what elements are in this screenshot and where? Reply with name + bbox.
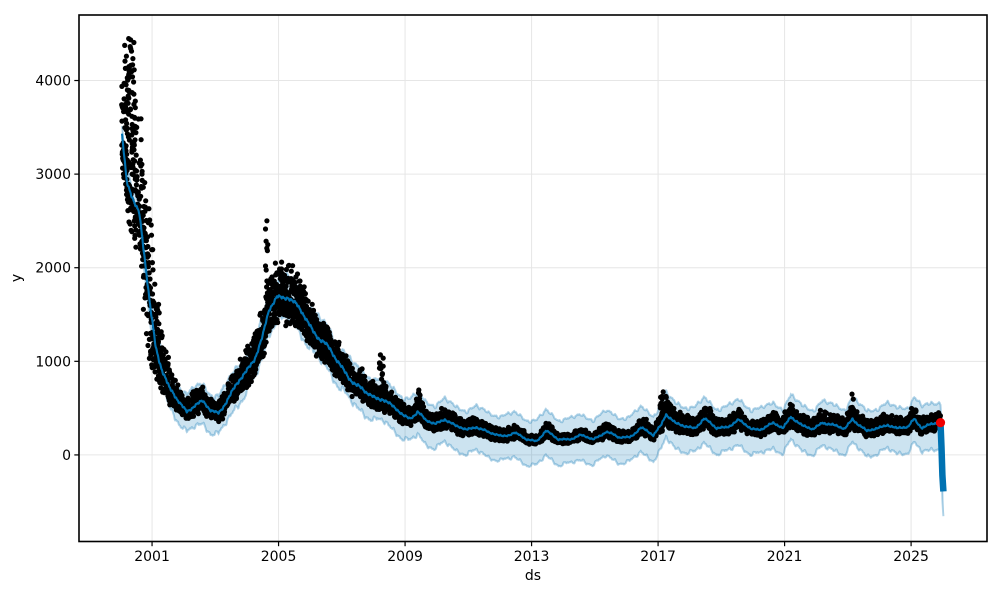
observed-point: [253, 367, 258, 372]
observed-point: [140, 169, 145, 174]
observed-point: [295, 271, 300, 276]
observed-point: [149, 233, 154, 238]
observed-point: [169, 372, 174, 377]
observed-point: [311, 308, 316, 313]
observed-point: [147, 276, 152, 281]
observed-point: [134, 182, 139, 187]
observed-point: [146, 206, 151, 211]
observed-point: [302, 284, 307, 289]
observed-points: [119, 36, 943, 447]
observed-point: [275, 320, 280, 325]
observed-point: [360, 366, 365, 371]
observed-point: [160, 333, 165, 338]
observed-point: [141, 307, 146, 312]
observed-point: [166, 361, 171, 366]
observed-point: [166, 355, 171, 360]
observed-point: [150, 291, 155, 296]
observed-point: [200, 385, 205, 390]
observed-point: [264, 340, 269, 345]
observed-point: [146, 253, 151, 258]
observed-point: [156, 321, 161, 326]
observed-point: [143, 198, 148, 203]
observed-point: [220, 416, 225, 421]
observed-point: [139, 162, 144, 167]
observed-point: [133, 130, 138, 135]
observed-point: [157, 310, 162, 315]
observed-point: [150, 267, 155, 272]
observed-point: [141, 185, 146, 190]
observed-point: [644, 417, 649, 422]
observed-point: [389, 390, 394, 395]
observed-point: [336, 340, 341, 345]
observed-point: [279, 260, 284, 265]
observed-point: [175, 382, 180, 387]
observed-point: [138, 116, 143, 121]
observed-point: [145, 343, 150, 348]
observed-point: [122, 59, 127, 64]
uncertainty-band-fill: [122, 126, 943, 516]
observed-point: [289, 269, 294, 274]
observed-point: [173, 378, 178, 383]
observed-point: [303, 291, 308, 296]
observed-point: [147, 217, 152, 222]
observed-point: [196, 411, 201, 416]
observed-point: [671, 406, 676, 411]
observed-point: [150, 247, 155, 252]
observed-point: [142, 180, 147, 185]
observed-point: [279, 266, 284, 271]
observed-point: [134, 153, 139, 158]
observed-point: [133, 245, 138, 250]
observed-point: [421, 404, 426, 409]
observed-point: [347, 361, 352, 366]
observed-point: [128, 221, 133, 226]
observed-point: [262, 351, 267, 356]
observed-point: [156, 302, 161, 307]
observed-point: [273, 261, 278, 266]
observed-point: [149, 222, 154, 227]
observed-point: [297, 278, 302, 283]
observed-point: [362, 374, 367, 379]
observed-point: [139, 137, 144, 142]
uncertainty-band: [122, 126, 943, 516]
observed-point: [150, 260, 155, 265]
observed-point: [152, 282, 157, 287]
observed-point: [138, 194, 143, 199]
observed-point: [343, 353, 348, 358]
observed-point: [163, 349, 168, 354]
observed-point: [290, 263, 295, 268]
observed-point: [310, 302, 315, 307]
